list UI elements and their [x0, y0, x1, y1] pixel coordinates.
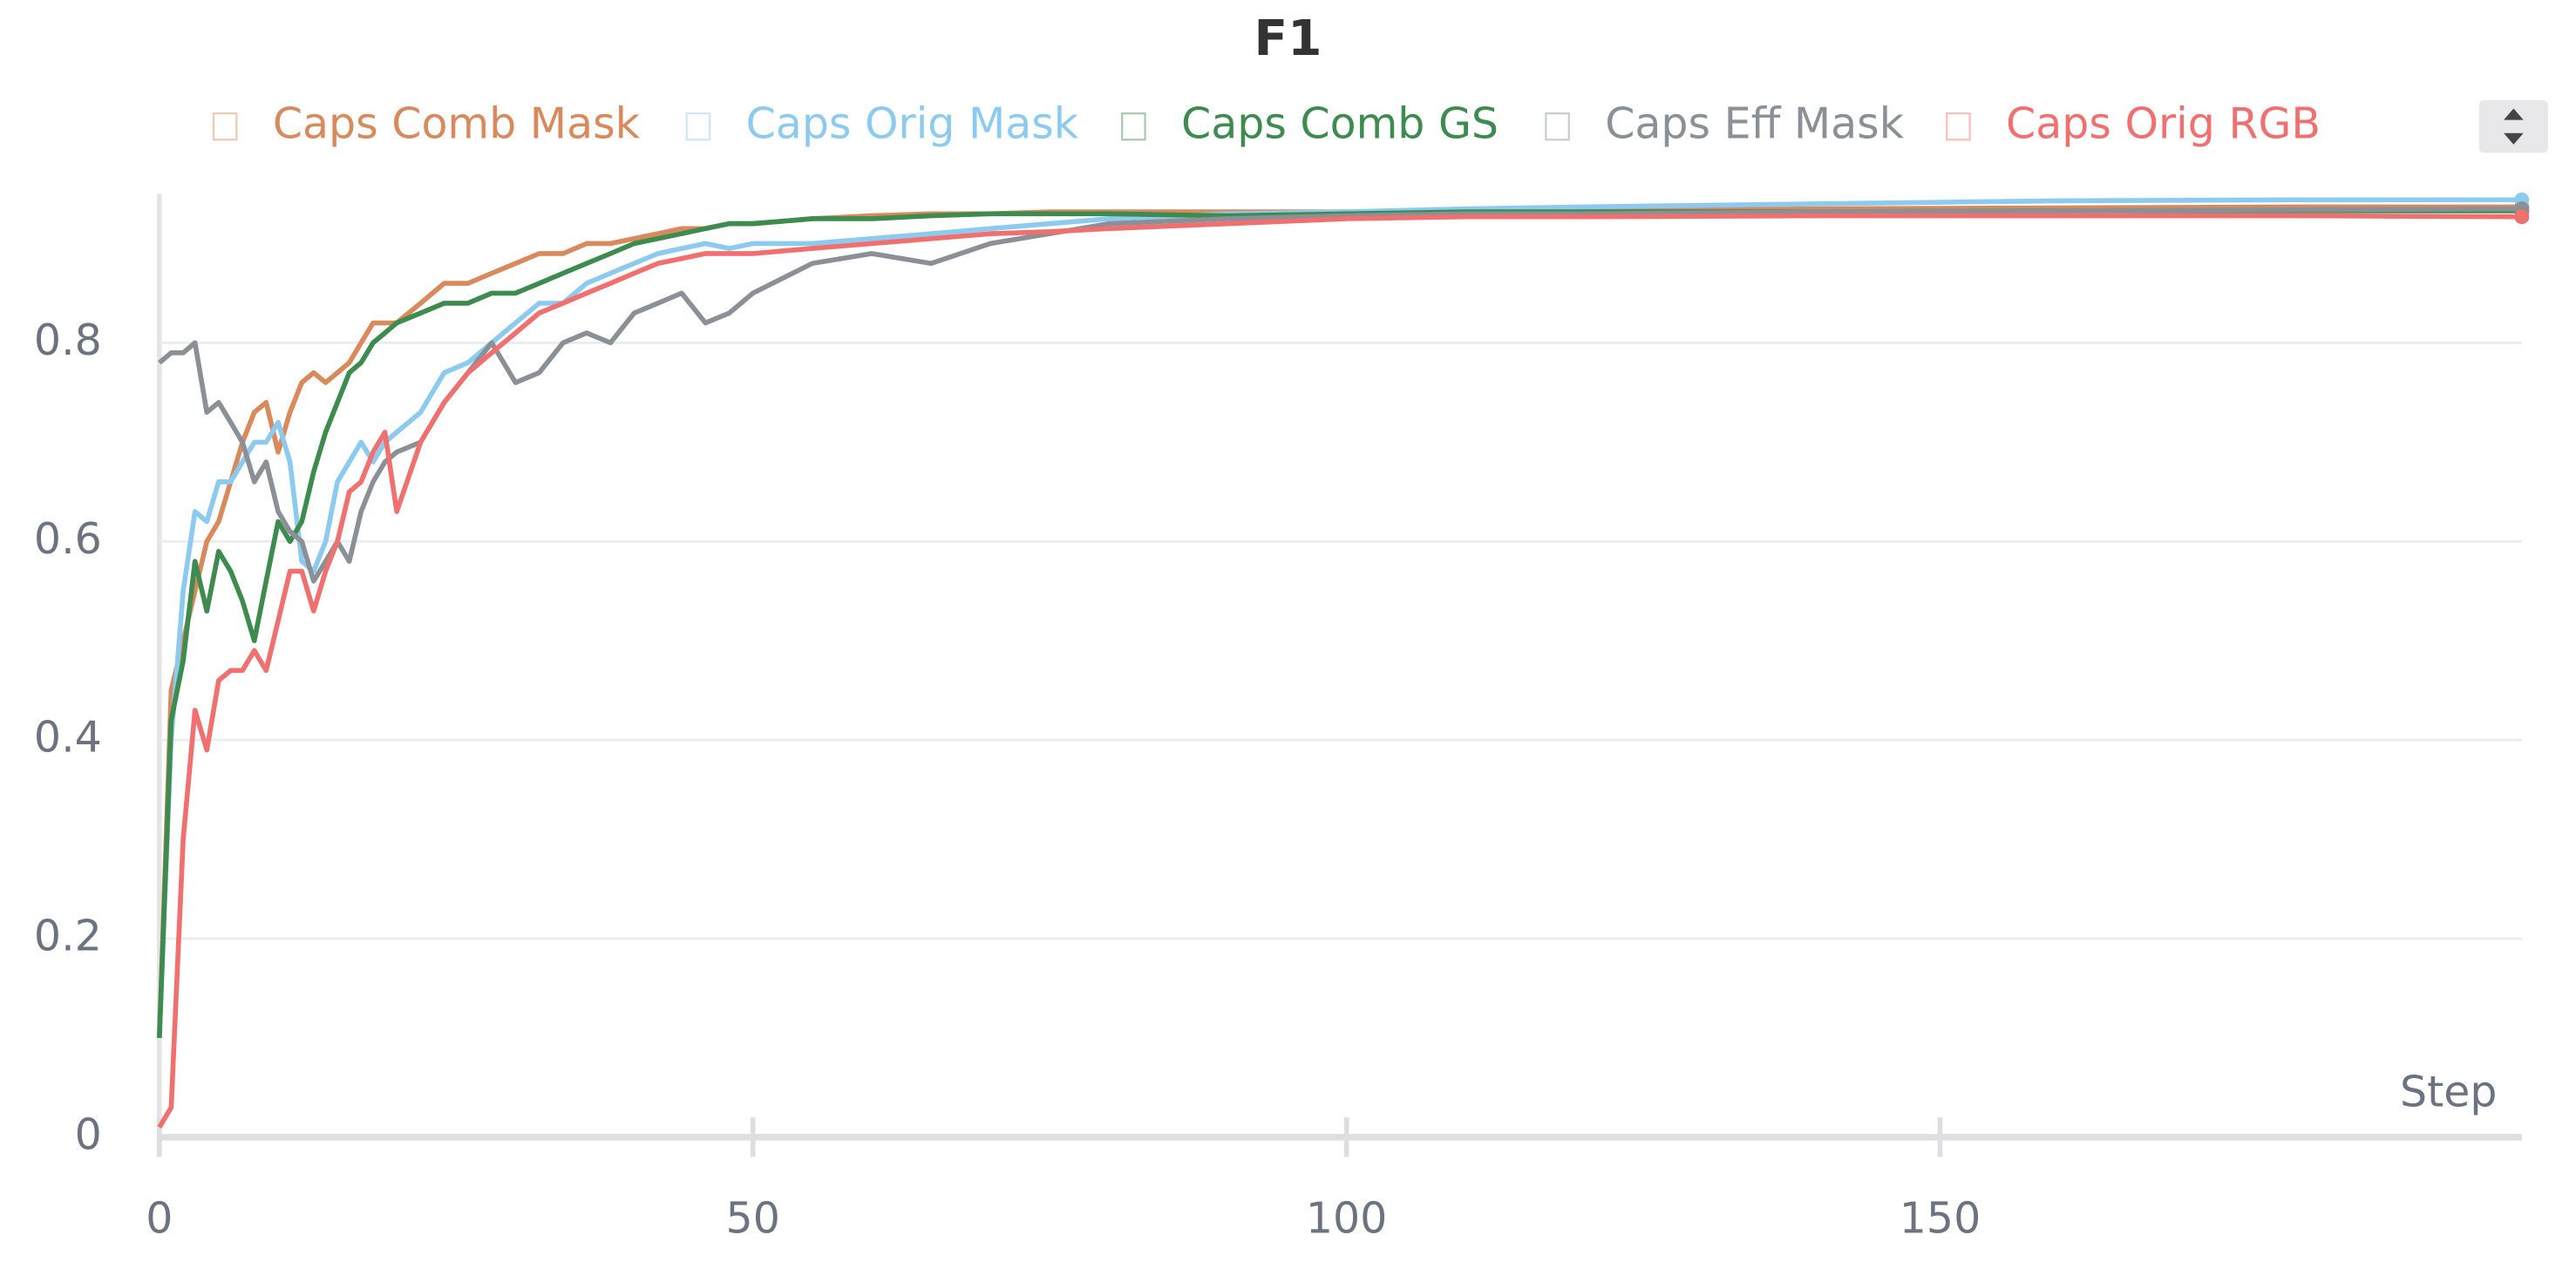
y-tick-label: 0.2: [34, 911, 102, 960]
legend-label[interactable]: Caps Comb Mask: [273, 99, 641, 149]
legend-swatch[interactable]: [685, 112, 711, 141]
chart-title: F1: [1254, 10, 1322, 67]
y-tick-label: 0.4: [34, 713, 102, 763]
series-line: [157, 206, 2522, 584]
y-tick-label: 0.6: [34, 514, 102, 564]
x-tick-label: 150: [1900, 1193, 1981, 1243]
end-point: [2514, 209, 2530, 225]
scroll-button[interactable]: [2478, 100, 2548, 153]
x-tick-label: 0: [146, 1193, 173, 1243]
legend-label[interactable]: Caps Comb GS: [1181, 99, 1499, 149]
legend-swatch[interactable]: [1946, 112, 1971, 141]
legend-label[interactable]: Caps Orig Mask: [746, 99, 1079, 149]
x-tick-label: 50: [726, 1193, 780, 1243]
y-tick-label: 0: [75, 1109, 102, 1159]
scroll-arrows: [2504, 108, 2524, 145]
series-line: [157, 213, 2522, 1129]
legend-label[interactable]: Caps Orig RGB: [2006, 99, 2321, 149]
legend-swatch[interactable]: [1121, 112, 1146, 141]
x-tick-label: 100: [1306, 1193, 1388, 1243]
legend-swatch[interactable]: [212, 112, 238, 141]
legend-scroll[interactable]: [2478, 100, 2548, 153]
y-tick-label: 0.8: [34, 315, 102, 365]
legend-label[interactable]: Caps Eff Mask: [1605, 99, 1904, 149]
x-axis-label: Step: [2400, 1067, 2498, 1116]
series-line: [156, 208, 2522, 1039]
legend-swatch[interactable]: [1545, 112, 1570, 141]
series-line: [156, 197, 2522, 1039]
